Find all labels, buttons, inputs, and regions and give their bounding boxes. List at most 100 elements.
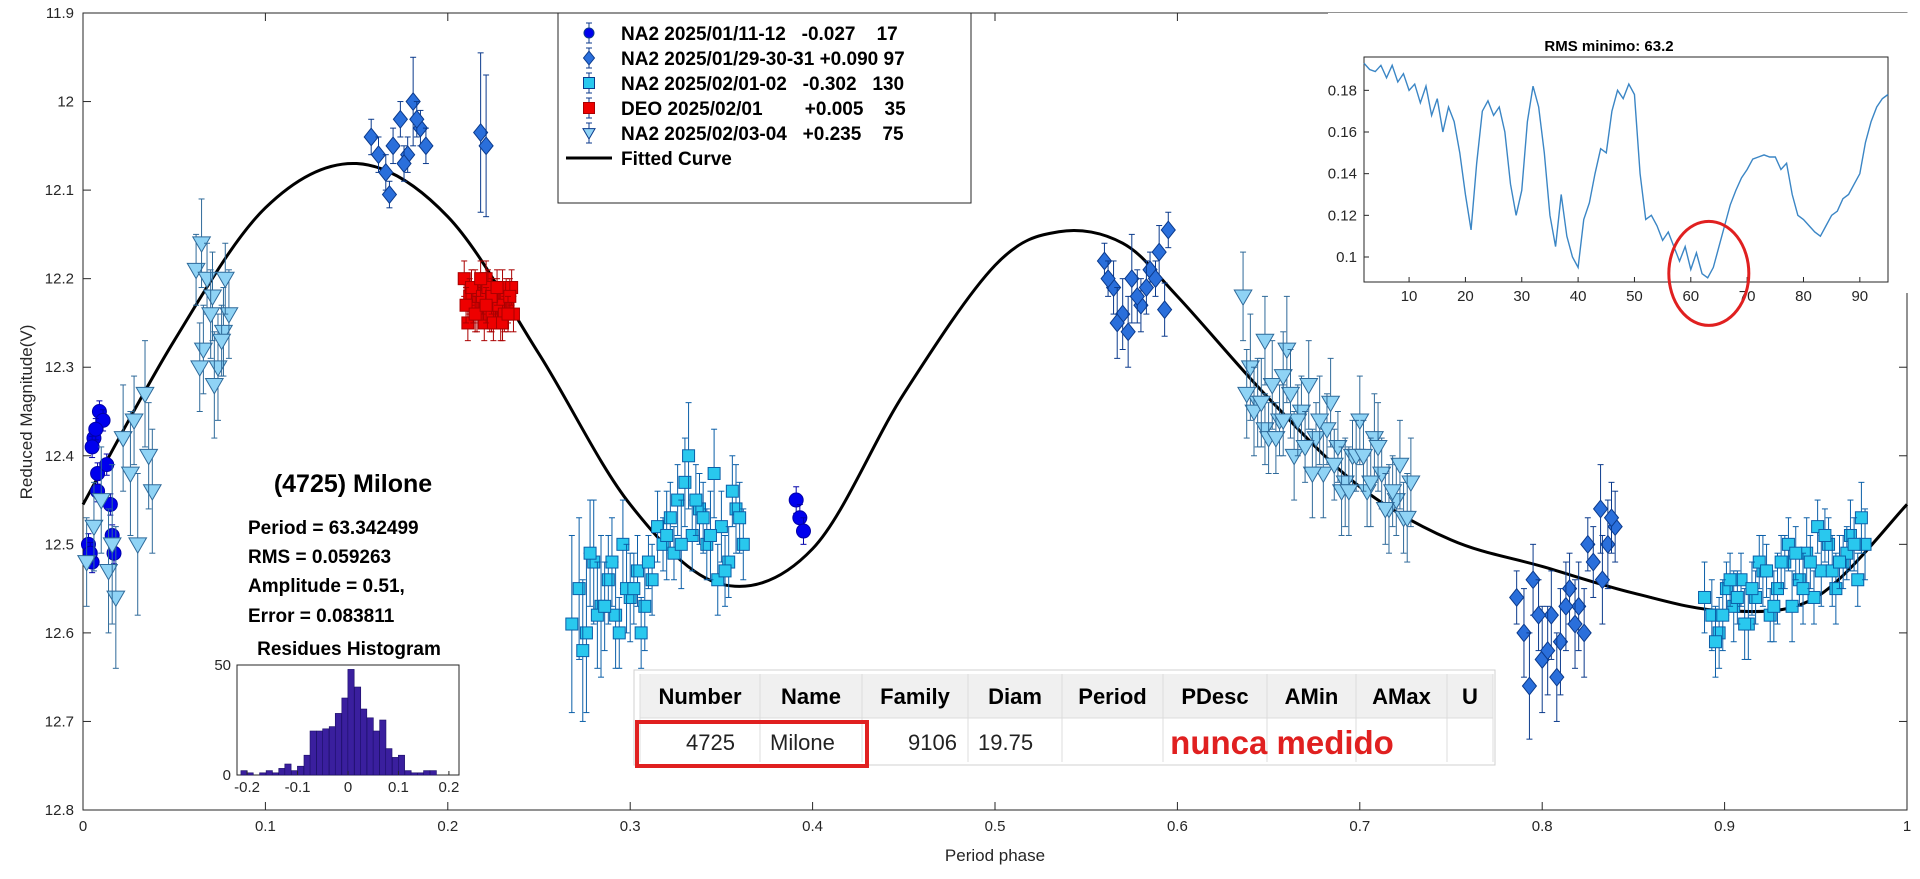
info-amplitude: Amplitude = 0.51, xyxy=(248,576,405,597)
data-point xyxy=(1273,369,1293,386)
data-point xyxy=(1585,552,1601,572)
data-point xyxy=(1328,440,1348,457)
data-point xyxy=(1549,667,1565,687)
data-point xyxy=(1738,617,1752,631)
legend: NA2 2025/01/11-12 -0.027 17 NA2 2025/01/2… xyxy=(557,12,972,204)
y-tick-label: 12.5 xyxy=(45,536,74,553)
data-point xyxy=(128,537,148,555)
y-tick-label: 12.4 xyxy=(45,448,74,465)
data-point xyxy=(609,608,623,622)
data-point xyxy=(385,136,401,156)
data-point xyxy=(1299,378,1319,395)
data-point xyxy=(88,421,104,437)
histogram-title: Residues Histogram xyxy=(257,639,441,660)
table-header-cell: AMax xyxy=(1372,684,1431,709)
data-point xyxy=(396,153,412,174)
histogram-bar xyxy=(309,730,317,776)
data-point xyxy=(202,289,223,307)
histogram-bar xyxy=(372,730,380,776)
data-point xyxy=(1291,404,1312,422)
asteroid-table: Number Name Family Diam Period PDesc AMin AMax U… xyxy=(633,669,1496,768)
data-point xyxy=(714,520,728,534)
data-point xyxy=(1368,440,1388,457)
data-point xyxy=(98,564,119,581)
inset-y-tick-label: 0.16 xyxy=(1328,124,1357,141)
histogram-bar xyxy=(265,770,273,776)
hist-y-tick-label: 50 xyxy=(214,657,231,674)
data-point xyxy=(409,109,425,129)
data-point xyxy=(1295,440,1315,457)
histogram-bar xyxy=(322,728,330,776)
hist-x-tick-label: 0 xyxy=(344,779,352,796)
x-tick-label: 0.2 xyxy=(437,818,458,835)
data-point xyxy=(674,537,688,551)
histogram-bar xyxy=(391,757,399,776)
data-point xyxy=(638,599,652,613)
data-point xyxy=(1244,404,1264,422)
data-point xyxy=(1317,422,1337,440)
data-point xyxy=(1251,395,1271,413)
data-point xyxy=(1120,322,1136,342)
data-point xyxy=(1803,555,1817,569)
data-point xyxy=(1785,599,1799,613)
inset-x-tick-label: 60 xyxy=(1682,288,1699,305)
data-point xyxy=(193,342,214,360)
data-point xyxy=(1288,413,1308,431)
never-measured-note: nunca medido xyxy=(1170,724,1394,761)
series-4 xyxy=(76,198,1421,669)
data-point xyxy=(579,626,593,640)
data-point xyxy=(201,307,221,324)
inset-x-tick-label: 20 xyxy=(1457,288,1474,305)
data-point xyxy=(565,617,579,631)
data-point xyxy=(1147,269,1164,289)
data-point xyxy=(612,626,626,640)
histogram-bar xyxy=(278,768,286,776)
table-header-cell: Number xyxy=(658,684,742,709)
rms-line xyxy=(1363,62,1889,279)
data-point xyxy=(1530,605,1547,625)
data-point xyxy=(124,413,144,431)
inset-x-tick-label: 80 xyxy=(1795,288,1812,305)
y-tick-label: 11.9 xyxy=(46,5,74,22)
data-point xyxy=(1760,564,1774,578)
data-point xyxy=(1521,676,1538,696)
data-point xyxy=(468,307,482,321)
data-point xyxy=(1723,573,1737,587)
data-point xyxy=(1603,508,1620,528)
legend-label: NA2 2025/01/11-12 -0.027 17 xyxy=(621,24,898,45)
data-point xyxy=(660,528,674,542)
data-point xyxy=(630,564,644,578)
data-point xyxy=(1833,555,1847,569)
data-point xyxy=(418,136,434,156)
inset-y-tick-label: 0.18 xyxy=(1328,82,1357,99)
histogram-bar xyxy=(398,754,405,776)
data-point xyxy=(1273,413,1293,431)
inset-title: RMS minimo: 63.2 xyxy=(1544,38,1673,55)
data-point xyxy=(1592,499,1609,519)
data-point xyxy=(1594,570,1611,590)
data-point xyxy=(1705,608,1719,622)
data-point xyxy=(1698,590,1712,604)
data-series xyxy=(76,52,1872,740)
legend-label: NA2 2025/02/01-02 -0.302 130 xyxy=(621,74,904,95)
hist-x-tick-label: 0.2 xyxy=(438,779,459,796)
data-point xyxy=(1262,378,1282,395)
data-point xyxy=(1525,570,1541,590)
histogram-bar xyxy=(291,770,298,776)
data-point xyxy=(363,127,379,147)
x-tick-label: 0.4 xyxy=(802,818,823,835)
data-point xyxy=(219,307,239,324)
object-title: (4725) Milone xyxy=(274,470,432,498)
data-point xyxy=(84,439,100,455)
x-tick-label: 1 xyxy=(1903,818,1911,835)
histogram-bar xyxy=(246,772,254,776)
histogram-bar xyxy=(259,772,267,776)
histogram-bar xyxy=(417,772,425,776)
legend-label: NA2 2025/02/03-04 +0.235 75 xyxy=(621,124,904,145)
data-point xyxy=(1109,313,1125,333)
data-point xyxy=(381,184,398,205)
data-point xyxy=(84,519,104,537)
data-point xyxy=(1277,342,1297,360)
fitted-curve xyxy=(81,162,1909,614)
